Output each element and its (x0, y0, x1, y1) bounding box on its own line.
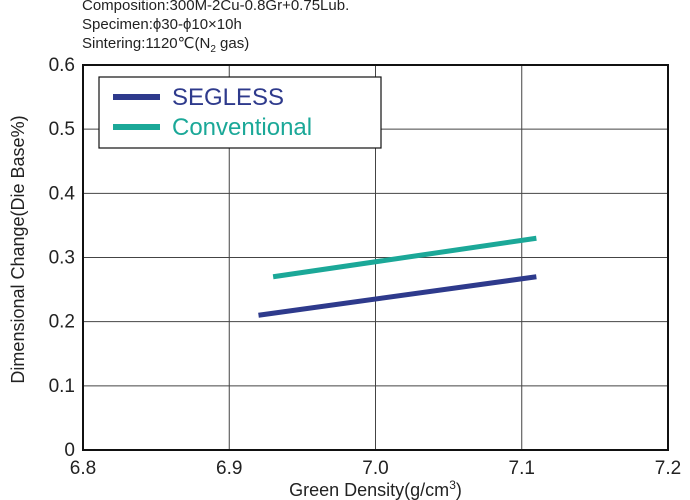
x-axis-label-superscript: 3 (449, 478, 456, 492)
y-tick-label: 0 (64, 440, 75, 461)
y-tick-labels: 0 0.1 0.2 0.3 0.4 0.5 0.6 (49, 55, 76, 461)
series-line (258, 274, 537, 318)
plot-frame (82, 64, 669, 451)
x-tick-labels: 6.8 6.9 7.0 7.1 7.2 (70, 458, 681, 479)
legend: SEGLESS Conventional (98, 76, 382, 149)
x-axis-label: Green Density(g/cm3) (289, 478, 462, 500)
y-tick-label: 0.2 (49, 312, 75, 333)
specimen-text: Specimen:ϕ30-ϕ10×10h (82, 16, 242, 33)
sintering-suffix: gas) (215, 35, 250, 52)
x-tick-label: 7.1 (509, 458, 535, 479)
y-tick-label: 0.1 (49, 376, 75, 397)
sintering-subscript: 2 (210, 44, 216, 55)
y-axis-label: Dimensional Change(Die Base%) (8, 115, 28, 383)
series-lines (258, 235, 537, 318)
x-tick-label: 7.2 (655, 458, 681, 479)
series-line (272, 235, 537, 280)
legend-label: SEGLESS (172, 84, 284, 111)
x-tick-label: 7.0 (362, 458, 388, 479)
y-tick-label: 0.4 (49, 183, 76, 204)
sintering-prefix: Sintering:1120℃(N (82, 35, 211, 52)
x-tick-label: 6.9 (216, 458, 242, 479)
sintering-text: Sintering:1120℃(N2 gas) (82, 34, 349, 59)
test-conditions: Composition:300M-2Cu-0.8Gr+0.75Lub. Spec… (82, 0, 349, 59)
legend-box (98, 76, 382, 149)
y-tick-label: 0.5 (49, 119, 75, 140)
grid (83, 65, 668, 450)
y-tick-label: 0.3 (49, 248, 75, 269)
y-tick-label: 0.6 (49, 55, 75, 76)
legend-label: Conventional (172, 114, 312, 141)
composition-text: Composition:300M-2Cu-0.8Gr+0.75Lub. (82, 0, 350, 14)
x-tick-label: 6.8 (70, 458, 96, 479)
